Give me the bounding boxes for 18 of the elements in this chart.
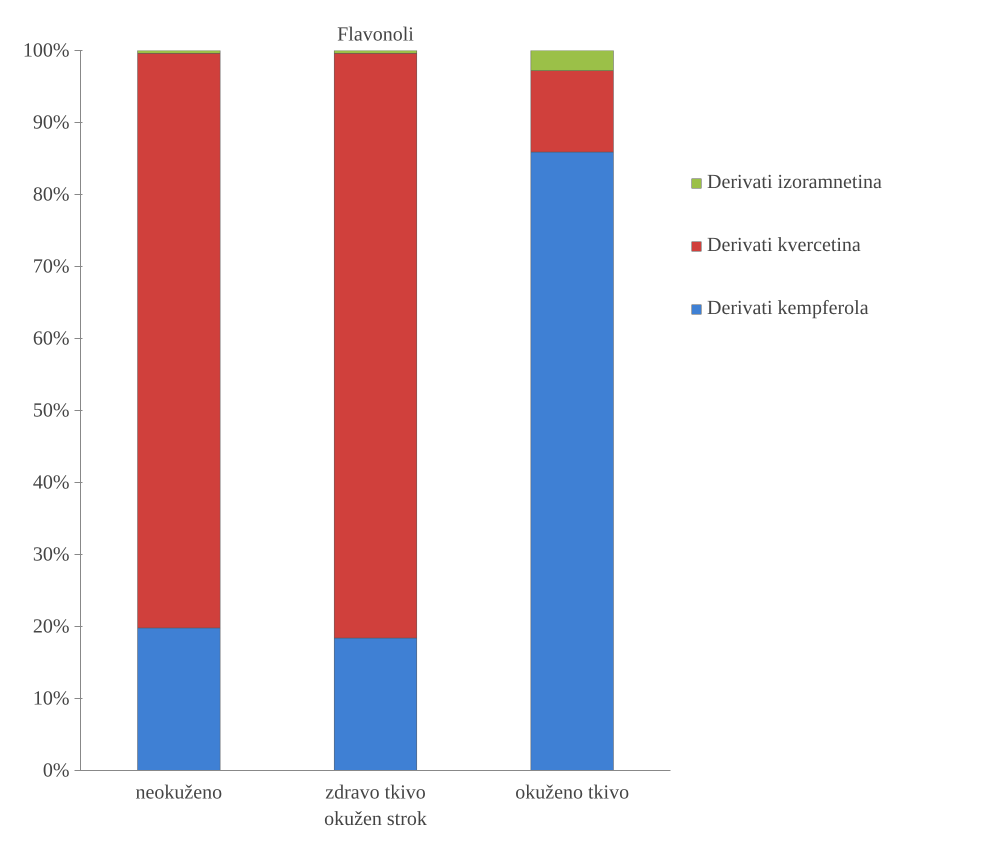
- y-tick-label: 90%: [32, 112, 70, 134]
- y-tick-label: 70%: [32, 256, 70, 278]
- y-tick-label: 10%: [32, 688, 70, 710]
- y-tick-label: 50%: [32, 400, 70, 422]
- y-tick-label: 40%: [32, 472, 70, 494]
- x-tick-label: neokuženo: [136, 782, 222, 804]
- x-tick-label: okuženo tkivo: [515, 782, 630, 804]
- y-tick-label: 60%: [32, 328, 70, 350]
- y-tick-label: 30%: [32, 544, 70, 566]
- y-tick-label: 100%: [22, 40, 70, 62]
- legend-label: Derivati izoramnetina: [707, 171, 882, 194]
- y-tick-label: 80%: [32, 184, 70, 206]
- y-tick-label: 0%: [42, 760, 70, 782]
- x-tick-label: zdravo tkivo okužen strok: [324, 782, 427, 830]
- chart-title: Flavonoli: [337, 24, 414, 46]
- legend-label: Derivati kvercetina: [707, 234, 861, 257]
- y-tick-label: 20%: [32, 616, 70, 638]
- legend-label: Derivati kempferola: [707, 297, 869, 320]
